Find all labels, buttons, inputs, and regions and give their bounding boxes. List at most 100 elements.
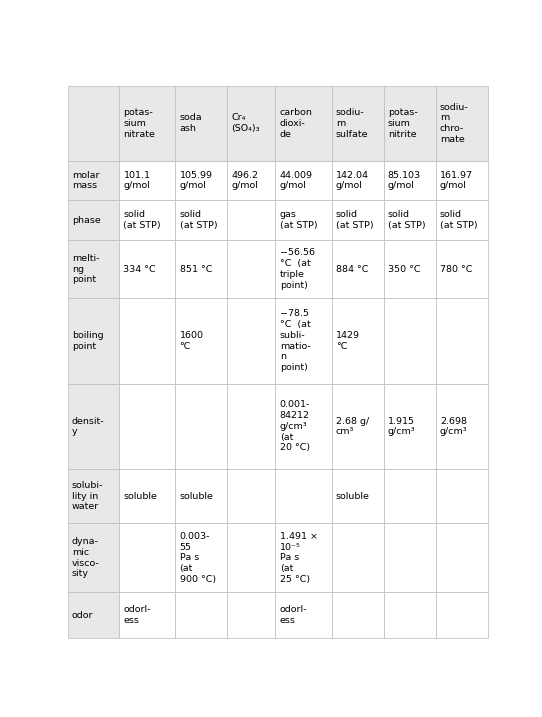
Text: 0.003-
55
Pa s
(at
900 °C): 0.003- 55 Pa s (at 900 °C): [179, 532, 216, 584]
Bar: [119, 384, 176, 469]
Bar: [436, 86, 488, 161]
Bar: [228, 240, 275, 298]
Bar: [119, 592, 176, 638]
Text: sodiu-
m
chro-
mate: sodiu- m chro- mate: [440, 103, 469, 144]
Text: carbon
dioxi-
de: carbon dioxi- de: [280, 108, 313, 138]
Bar: [275, 523, 332, 592]
Bar: [384, 384, 436, 469]
Bar: [436, 240, 488, 298]
Bar: [332, 240, 384, 298]
Bar: [384, 469, 436, 523]
Text: 1429
°C: 1429 °C: [336, 331, 360, 351]
Text: solid
(at STP): solid (at STP): [440, 210, 478, 230]
Bar: [332, 200, 384, 240]
Bar: [332, 592, 384, 638]
Bar: [119, 240, 176, 298]
Bar: [332, 523, 384, 592]
Text: 161.97
g/mol: 161.97 g/mol: [440, 171, 473, 190]
Bar: [384, 240, 436, 298]
Bar: [68, 592, 119, 638]
Bar: [68, 86, 119, 161]
Text: solubi-
lity in
water: solubi- lity in water: [72, 481, 103, 511]
Text: odor: odor: [72, 611, 93, 619]
Text: odorl-
ess: odorl- ess: [124, 605, 151, 625]
Text: densit-
y: densit- y: [72, 417, 105, 436]
Bar: [275, 592, 332, 638]
Bar: [384, 161, 436, 200]
Text: solid
(at STP): solid (at STP): [388, 210, 425, 230]
Bar: [119, 523, 176, 592]
Bar: [332, 86, 384, 161]
Bar: [275, 469, 332, 523]
Bar: [228, 523, 275, 592]
Bar: [119, 86, 176, 161]
Bar: [119, 298, 176, 384]
Text: boiling
point: boiling point: [72, 331, 104, 351]
Bar: [384, 298, 436, 384]
Bar: [176, 384, 228, 469]
Bar: [332, 384, 384, 469]
Bar: [436, 384, 488, 469]
Bar: [228, 200, 275, 240]
Bar: [176, 161, 228, 200]
Bar: [228, 384, 275, 469]
Bar: [275, 240, 332, 298]
Bar: [332, 298, 384, 384]
Text: 2.698
g/cm³: 2.698 g/cm³: [440, 417, 468, 436]
Text: 101.1
g/mol: 101.1 g/mol: [124, 171, 151, 190]
Bar: [176, 86, 228, 161]
Text: 105.99
g/mol: 105.99 g/mol: [179, 171, 212, 190]
Bar: [228, 592, 275, 638]
Text: 851 °C: 851 °C: [179, 265, 212, 274]
Bar: [68, 298, 119, 384]
Text: −78.5
°C  (at
subli-
matio-
n
point): −78.5 °C (at subli- matio- n point): [280, 310, 311, 372]
Bar: [68, 384, 119, 469]
Text: 1.915
g/cm³: 1.915 g/cm³: [388, 417, 416, 436]
Bar: [436, 298, 488, 384]
Text: 0.001-
84212
g/cm³
(at
20 °C): 0.001- 84212 g/cm³ (at 20 °C): [280, 400, 310, 452]
Bar: [68, 240, 119, 298]
Bar: [228, 86, 275, 161]
Text: 334 °C: 334 °C: [124, 265, 156, 274]
Text: dyna-
mic
visco-
sity: dyna- mic visco- sity: [72, 537, 100, 579]
Text: 85.103
g/mol: 85.103 g/mol: [388, 171, 421, 190]
Bar: [332, 161, 384, 200]
Bar: [275, 86, 332, 161]
Text: 1.491 ×
10⁻⁵
Pa s
(at
25 °C): 1.491 × 10⁻⁵ Pa s (at 25 °C): [280, 532, 318, 584]
Bar: [275, 298, 332, 384]
Bar: [228, 298, 275, 384]
Text: soluble: soluble: [179, 492, 214, 500]
Bar: [68, 523, 119, 592]
Bar: [119, 469, 176, 523]
Text: 780 °C: 780 °C: [440, 265, 472, 274]
Text: 2.68 g/
cm³: 2.68 g/ cm³: [336, 417, 369, 436]
Bar: [119, 200, 176, 240]
Text: solid
(at STP): solid (at STP): [336, 210, 373, 230]
Bar: [119, 161, 176, 200]
Text: 496.2
g/mol: 496.2 g/mol: [231, 171, 259, 190]
Text: potas-
sium
nitrite: potas- sium nitrite: [388, 108, 417, 138]
Bar: [176, 200, 228, 240]
Bar: [176, 240, 228, 298]
Text: odorl-
ess: odorl- ess: [280, 605, 307, 625]
Bar: [176, 523, 228, 592]
Bar: [275, 384, 332, 469]
Text: soluble: soluble: [336, 492, 370, 500]
Text: −56.56
°C  (at
triple
point): −56.56 °C (at triple point): [280, 248, 314, 290]
Text: phase: phase: [72, 216, 101, 224]
Text: soda
ash: soda ash: [179, 113, 202, 133]
Bar: [332, 469, 384, 523]
Text: soluble: soluble: [124, 492, 157, 500]
Text: gas
(at STP): gas (at STP): [280, 210, 317, 230]
Bar: [436, 592, 488, 638]
Bar: [228, 161, 275, 200]
Bar: [176, 298, 228, 384]
Text: 884 °C: 884 °C: [336, 265, 368, 274]
Bar: [436, 523, 488, 592]
Bar: [436, 200, 488, 240]
Bar: [68, 469, 119, 523]
Bar: [384, 200, 436, 240]
Text: solid
(at STP): solid (at STP): [124, 210, 161, 230]
Text: 142.04
g/mol: 142.04 g/mol: [336, 171, 369, 190]
Text: potas-
sium
nitrate: potas- sium nitrate: [124, 108, 156, 138]
